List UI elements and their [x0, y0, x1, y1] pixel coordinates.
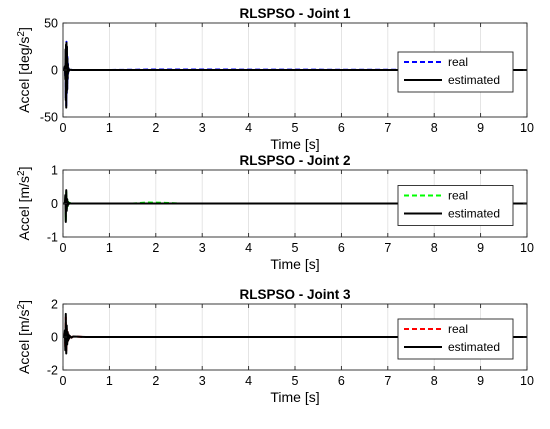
x-tick-label: 7 — [384, 241, 391, 255]
x-tick-label: 4 — [245, 121, 252, 135]
y-axis-label: Accel [deg/s2] — [16, 27, 32, 113]
y-axis-label: Accel [m/s2] — [16, 300, 32, 374]
x-axis-label: Time [s] — [270, 136, 319, 152]
y-axis-label: Accel [m/s2] — [16, 166, 32, 240]
x-tick-label: 0 — [60, 121, 67, 135]
y-axis-label-end: ] — [16, 166, 32, 170]
x-tick-label: 1 — [106, 374, 113, 388]
x-tick-label: 1 — [106, 241, 113, 255]
legend-label-real: real — [448, 322, 468, 336]
y-tick-label: 0 — [51, 197, 58, 211]
chart-title: RLSPSO - Joint 3 — [239, 287, 351, 302]
y-tick-label: 50 — [44, 17, 58, 31]
y-tick-label: -1 — [47, 231, 58, 245]
chart-title: RLSPSO - Joint 1 — [239, 6, 351, 21]
x-tick-label: 9 — [477, 241, 484, 255]
y-axis-label-superscript: 2 — [16, 170, 27, 176]
x-axis-label: Time [s] — [270, 256, 319, 272]
x-tick-label: 6 — [338, 121, 345, 135]
x-tick-label: 5 — [292, 241, 299, 255]
legend-box — [397, 51, 514, 93]
x-tick-label: 8 — [431, 121, 438, 135]
x-tick-label: 2 — [152, 241, 159, 255]
x-tick-label: 1 — [106, 121, 113, 135]
x-tick-label: 10 — [520, 374, 534, 388]
legend-label-estimated: estimated — [448, 340, 500, 354]
legend: real estimated — [397, 51, 514, 93]
legend-box — [397, 185, 514, 226]
x-tick-label: 7 — [384, 374, 391, 388]
y-tick-label: 0 — [51, 331, 58, 345]
series-line-estimated — [63, 41, 527, 109]
x-tick-label: 0 — [60, 241, 67, 255]
legend-label-real: real — [448, 189, 468, 203]
y-axis-label-superscript: 2 — [16, 31, 27, 37]
chart-title: RLSPSO - Joint 2 — [239, 153, 350, 168]
x-tick-label: 6 — [338, 241, 345, 255]
legend: real estimated — [397, 318, 514, 360]
legend: real estimated — [397, 185, 514, 226]
x-tick-label: 2 — [152, 121, 159, 135]
y-axis-label-superscript: 2 — [16, 303, 27, 309]
x-tick-label: 7 — [384, 121, 391, 135]
x-tick-label: 6 — [338, 374, 345, 388]
x-tick-label: 5 — [292, 374, 299, 388]
legend-box — [397, 318, 514, 360]
y-axis-label-end: ] — [16, 27, 32, 31]
x-tick-label: 3 — [199, 374, 206, 388]
y-tick-label: 2 — [51, 298, 58, 312]
x-tick-label: 10 — [520, 121, 534, 135]
legend-label-real: real — [448, 55, 468, 69]
y-tick-label: -50 — [40, 111, 58, 125]
x-tick-label: 3 — [199, 241, 206, 255]
y-axis-label-end: ] — [16, 300, 32, 304]
x-tick-label: 8 — [431, 241, 438, 255]
x-tick-label: 2 — [152, 374, 159, 388]
x-tick-label: 10 — [520, 241, 534, 255]
y-axis-label-text: Accel [m/s — [16, 176, 32, 241]
x-tick-label: 5 — [292, 121, 299, 135]
y-axis-label-text: Accel [deg/s — [16, 37, 32, 113]
x-axis-label: Time [s] — [270, 389, 319, 405]
y-tick-label: 1 — [51, 164, 58, 178]
x-tick-label: 4 — [245, 374, 252, 388]
y-tick-label: -2 — [47, 364, 58, 378]
legend-label-estimated: estimated — [448, 73, 500, 87]
x-tick-label: 8 — [431, 374, 438, 388]
x-tick-label: 9 — [477, 374, 484, 388]
series-line-estimated — [63, 312, 527, 355]
x-tick-label: 3 — [199, 121, 206, 135]
x-tick-label: 0 — [60, 374, 67, 388]
x-tick-label: 9 — [477, 121, 484, 135]
legend-label-estimated: estimated — [448, 207, 500, 221]
series-line-estimated — [63, 189, 527, 223]
x-tick-label: 4 — [245, 241, 252, 255]
y-axis-label-text: Accel [m/s — [16, 309, 32, 374]
y-tick-label: 0 — [51, 64, 58, 78]
